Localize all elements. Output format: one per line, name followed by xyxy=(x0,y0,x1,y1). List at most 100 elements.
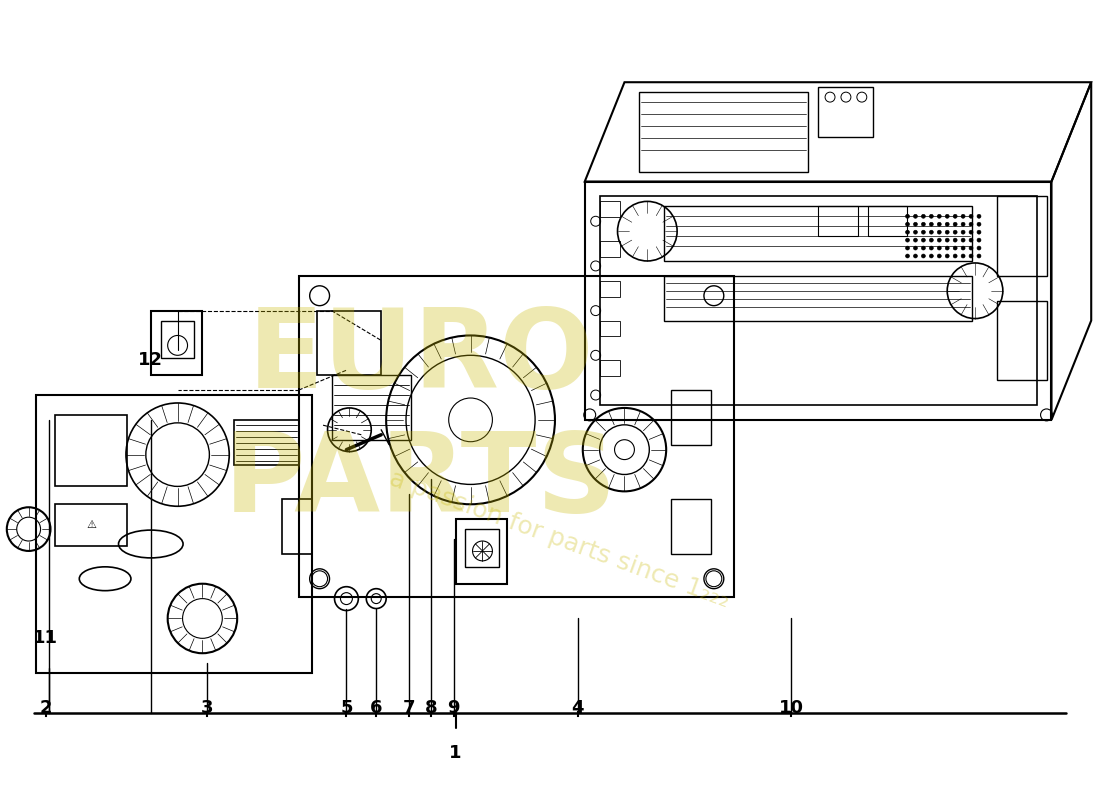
Circle shape xyxy=(961,238,965,242)
Bar xyxy=(331,375,411,440)
Circle shape xyxy=(922,222,925,226)
Circle shape xyxy=(937,222,942,226)
Circle shape xyxy=(954,214,957,218)
Text: 7: 7 xyxy=(403,699,415,717)
Circle shape xyxy=(922,246,925,250)
Circle shape xyxy=(945,254,949,258)
Circle shape xyxy=(937,238,942,242)
Circle shape xyxy=(913,254,917,258)
Circle shape xyxy=(930,222,933,226)
Circle shape xyxy=(961,222,965,226)
Circle shape xyxy=(961,254,965,258)
Circle shape xyxy=(961,214,965,218)
Circle shape xyxy=(905,238,910,242)
Circle shape xyxy=(922,254,925,258)
Bar xyxy=(151,310,202,375)
Circle shape xyxy=(913,214,917,218)
Circle shape xyxy=(961,246,965,250)
Circle shape xyxy=(905,246,910,250)
Circle shape xyxy=(969,230,974,234)
Circle shape xyxy=(954,246,957,250)
Circle shape xyxy=(945,238,949,242)
Bar xyxy=(600,321,619,337)
Bar xyxy=(671,390,711,445)
Circle shape xyxy=(922,230,925,234)
Circle shape xyxy=(977,214,981,218)
Circle shape xyxy=(930,238,933,242)
Circle shape xyxy=(930,214,933,218)
Text: 8: 8 xyxy=(425,699,437,717)
Bar xyxy=(317,310,382,375)
Bar xyxy=(282,499,311,554)
Circle shape xyxy=(913,238,917,242)
Circle shape xyxy=(977,238,981,242)
Circle shape xyxy=(954,230,957,234)
Text: 11: 11 xyxy=(33,630,58,647)
Bar xyxy=(600,360,619,376)
Circle shape xyxy=(954,238,957,242)
Bar xyxy=(997,301,1046,380)
Bar xyxy=(234,420,299,465)
Bar xyxy=(55,504,126,546)
Circle shape xyxy=(905,222,910,226)
Bar xyxy=(600,281,619,297)
Bar xyxy=(161,321,195,358)
Text: 4: 4 xyxy=(572,699,584,717)
Circle shape xyxy=(969,238,974,242)
Text: a passion for parts since 1₂₂₂: a passion for parts since 1₂₂₂ xyxy=(386,466,734,612)
Bar xyxy=(55,415,126,486)
Circle shape xyxy=(945,222,949,226)
Text: 5: 5 xyxy=(340,699,353,717)
Circle shape xyxy=(905,214,910,218)
Text: 9: 9 xyxy=(448,699,460,717)
Circle shape xyxy=(922,214,925,218)
Bar xyxy=(600,241,619,257)
Circle shape xyxy=(922,238,925,242)
Circle shape xyxy=(913,222,917,226)
Circle shape xyxy=(937,246,942,250)
Bar xyxy=(455,519,507,584)
Bar xyxy=(464,529,499,567)
Text: ⚠: ⚠ xyxy=(86,520,96,530)
Circle shape xyxy=(969,214,974,218)
Circle shape xyxy=(969,222,974,226)
Bar xyxy=(818,206,858,236)
Circle shape xyxy=(969,254,974,258)
Circle shape xyxy=(937,230,942,234)
Circle shape xyxy=(930,254,933,258)
Bar xyxy=(997,197,1046,276)
Circle shape xyxy=(930,230,933,234)
Circle shape xyxy=(930,246,933,250)
Text: 10: 10 xyxy=(779,699,804,717)
Circle shape xyxy=(937,214,942,218)
Circle shape xyxy=(937,254,942,258)
Circle shape xyxy=(977,230,981,234)
Text: 3: 3 xyxy=(201,699,213,717)
Circle shape xyxy=(977,246,981,250)
Bar xyxy=(600,202,619,218)
Bar xyxy=(600,197,1036,405)
Circle shape xyxy=(954,254,957,258)
Text: EURO
PARTS: EURO PARTS xyxy=(224,305,618,535)
Bar xyxy=(664,206,972,261)
Bar xyxy=(671,499,711,554)
Bar xyxy=(868,206,908,236)
Bar xyxy=(818,87,872,137)
Text: 2: 2 xyxy=(40,699,52,717)
Text: 12: 12 xyxy=(139,351,163,370)
Circle shape xyxy=(913,230,917,234)
Circle shape xyxy=(954,222,957,226)
Circle shape xyxy=(945,230,949,234)
Circle shape xyxy=(905,230,910,234)
Circle shape xyxy=(977,254,981,258)
Circle shape xyxy=(961,230,965,234)
Circle shape xyxy=(969,246,974,250)
Circle shape xyxy=(945,214,949,218)
Circle shape xyxy=(913,246,917,250)
Text: 1: 1 xyxy=(450,743,462,762)
Circle shape xyxy=(945,246,949,250)
Bar xyxy=(639,92,808,171)
Text: 6: 6 xyxy=(370,699,383,717)
Circle shape xyxy=(977,222,981,226)
Circle shape xyxy=(905,254,910,258)
